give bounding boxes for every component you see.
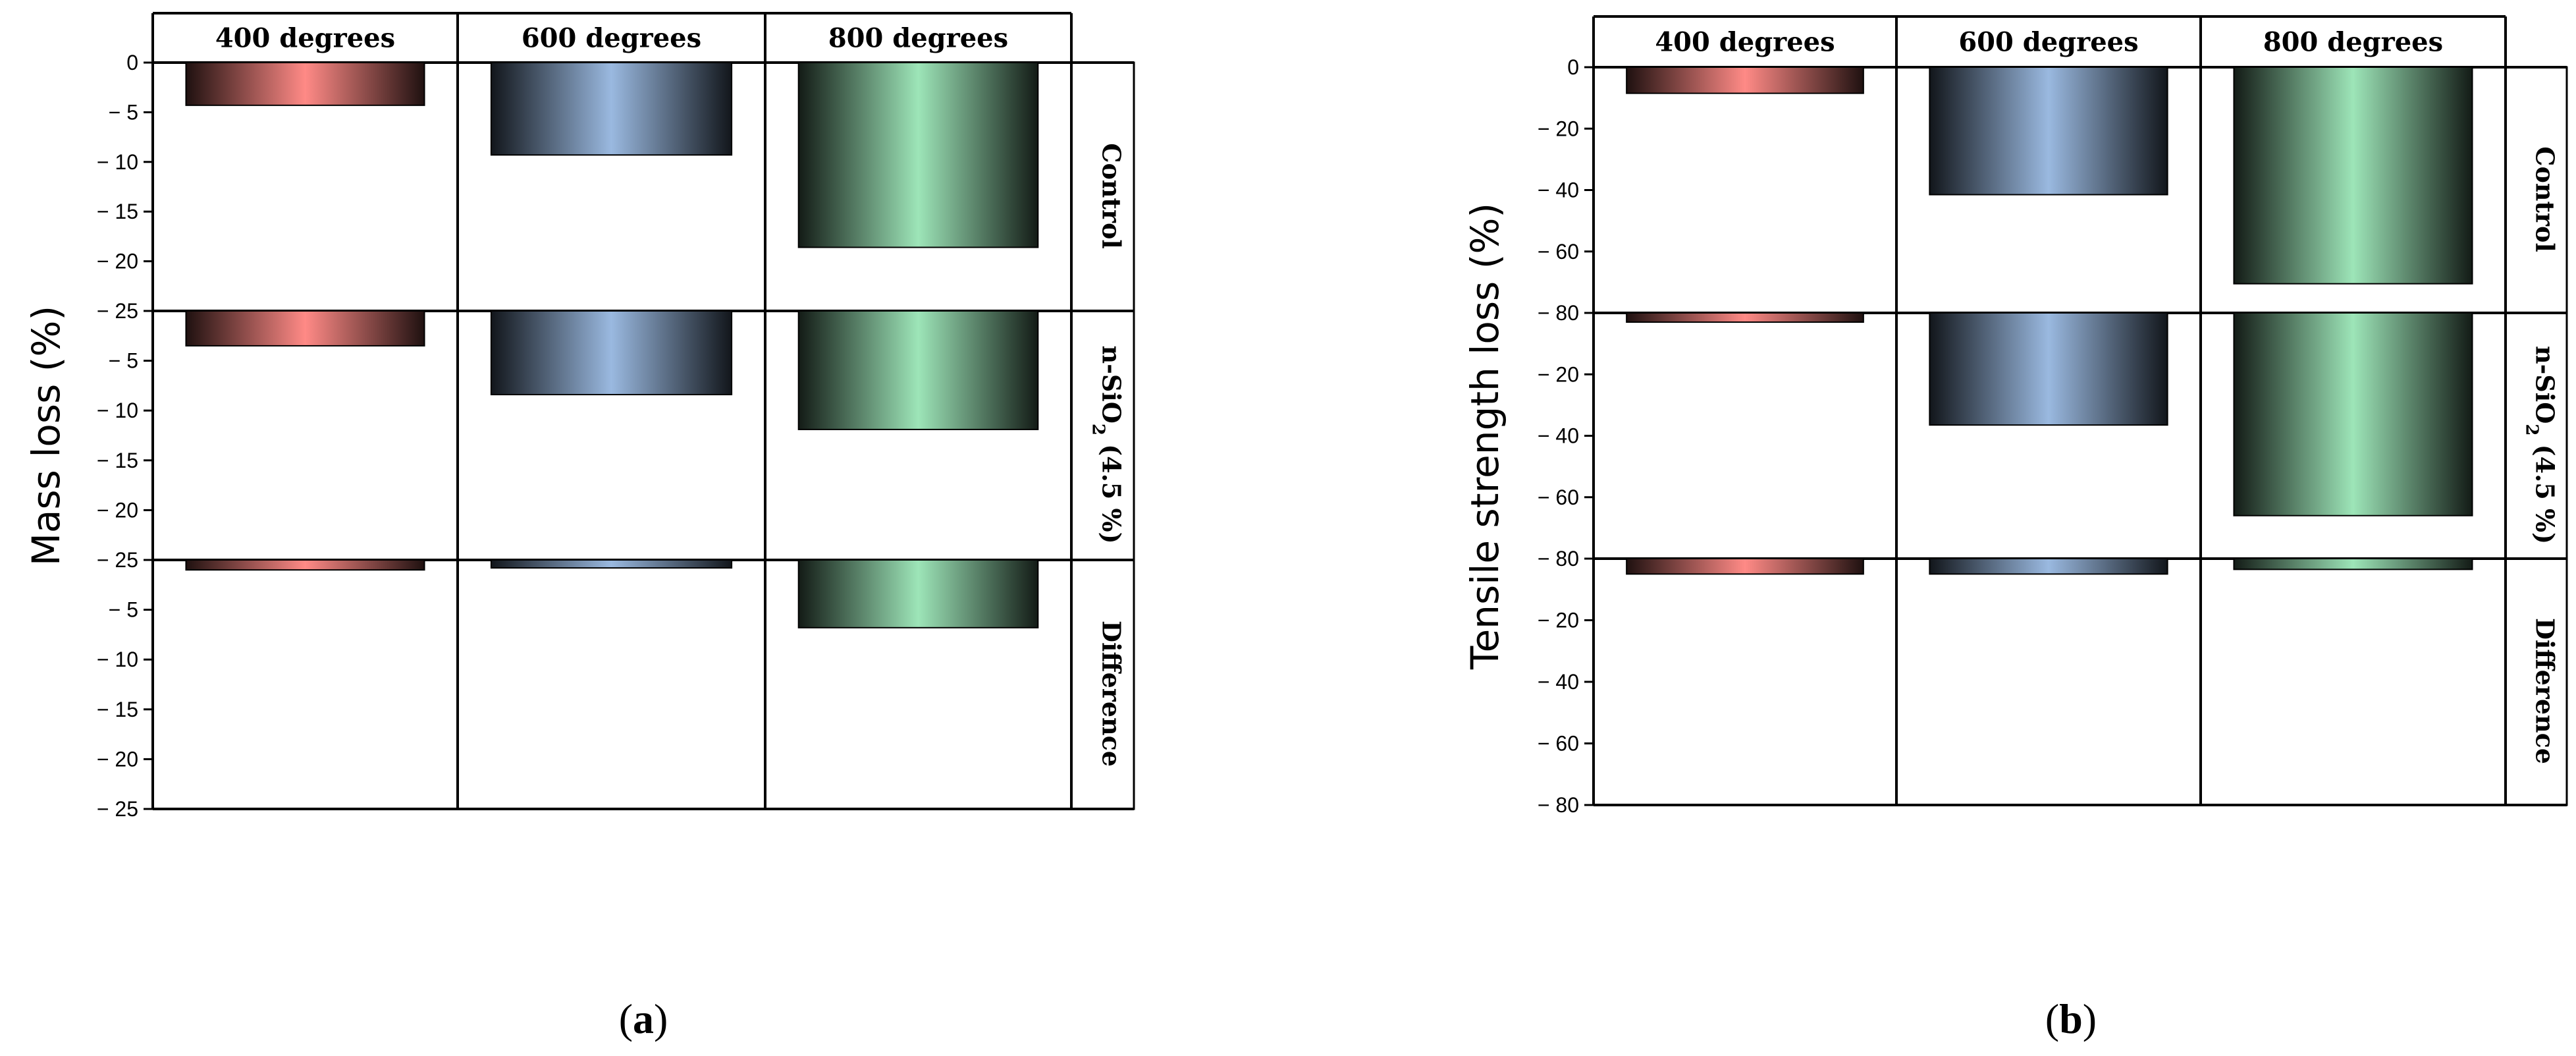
- y-tick-label: 0: [126, 51, 138, 74]
- y-tick-label: − 5: [109, 100, 138, 124]
- row-label: n-SiO2 (4.5 %): [1088, 345, 1127, 543]
- y-tick-label: − 20: [97, 498, 138, 522]
- y-tick-label: − 25: [97, 797, 138, 821]
- column-header: 800 degrees: [2263, 27, 2443, 58]
- y-tick-label: − 80: [1538, 793, 1579, 817]
- caption-open: (: [2045, 995, 2059, 1042]
- y-tick-label: − 20: [97, 250, 138, 273]
- y-tick-label: − 10: [97, 399, 138, 422]
- row-label-subscript: 2: [2522, 424, 2542, 435]
- row-label-main: Difference: [1097, 621, 1127, 767]
- bar-n-sio2-4-5--3: [797, 310, 1039, 430]
- y-tick-label: − 40: [1538, 179, 1579, 202]
- row-label-tail: (4.5 %): [2531, 435, 2560, 544]
- column-header: 800 degrees: [828, 23, 1008, 54]
- bar-difference-3: [797, 559, 1039, 628]
- bar-n-sio2-4-5--1: [1626, 312, 1864, 323]
- y-tick-label: − 20: [97, 747, 138, 771]
- caption-close: ): [2083, 995, 2097, 1042]
- caption-open: (: [619, 995, 633, 1042]
- y-tick-label: − 15: [97, 200, 138, 223]
- bar-control-2: [1929, 67, 2168, 196]
- y-axis-label: Mass loss (%): [24, 306, 68, 566]
- row-label: Difference: [2531, 618, 2560, 764]
- row-label-main: Control: [1097, 143, 1127, 249]
- y-tick-label: − 40: [1538, 424, 1579, 448]
- y-tick-label: − 20: [1538, 609, 1579, 632]
- row-label-main: n-SiO: [2531, 346, 2560, 424]
- caption-letter: b: [2059, 995, 2083, 1042]
- row-label: Control: [2531, 146, 2560, 252]
- y-tick-label: − 5: [109, 598, 138, 622]
- panel-caption: (a): [619, 995, 668, 1042]
- y-axis-label: Tensile strength loss (%): [1462, 203, 1507, 670]
- bar-difference-1: [1626, 558, 1864, 575]
- bar-difference-1: [185, 559, 425, 571]
- row-label-subscript: 2: [1088, 424, 1108, 435]
- y-tick-label: − 40: [1538, 670, 1579, 694]
- row-label-tail: (4.5 %): [1097, 435, 1127, 544]
- panel-a-mass-loss: 400 degrees 600 degrees 800 degrees 0 − 5 − 1…: [24, 12, 1135, 1042]
- column-header: 600 degrees: [1958, 27, 2138, 58]
- bar-n-sio2-4-5--2: [490, 310, 733, 396]
- panel-caption: (b): [2045, 995, 2097, 1042]
- column-header: 400 degrees: [1655, 27, 1835, 58]
- bar-difference-3: [2233, 558, 2473, 570]
- bar-control-3: [797, 62, 1039, 248]
- caption-letter: a: [633, 995, 654, 1042]
- row-label: Difference: [1097, 621, 1127, 767]
- y-tick-label: − 25: [97, 548, 138, 572]
- y-tick-label: − 60: [1538, 240, 1579, 264]
- column-header: 600 degrees: [522, 23, 701, 54]
- y-tick-label: − 60: [1538, 732, 1579, 756]
- y-tick-label: − 10: [97, 648, 138, 671]
- caption-close: ): [654, 995, 668, 1042]
- row-label-main: Difference: [2531, 618, 2560, 764]
- y-tick-label: − 10: [97, 150, 138, 174]
- y-tick-label: − 15: [97, 449, 138, 472]
- y-tick-label: − 20: [1538, 117, 1579, 140]
- row-label-main: Control: [2531, 146, 2560, 252]
- bar-n-sio2-4-5--1: [185, 310, 425, 347]
- row-label-main: n-SiO: [1097, 345, 1127, 423]
- bar-control-3: [2233, 67, 2473, 285]
- y-tick-label: − 60: [1538, 486, 1579, 509]
- bar-difference-2: [490, 559, 733, 569]
- bar-control-1: [185, 62, 425, 106]
- bar-n-sio2-4-5--2: [1929, 312, 2168, 426]
- y-tick-label: 0: [1567, 55, 1579, 79]
- bar-control-1: [1626, 67, 1864, 94]
- column-header: 400 degrees: [215, 23, 395, 54]
- y-tick-label: − 15: [97, 698, 138, 721]
- y-tick-label: − 25: [97, 299, 138, 323]
- bar-difference-2: [1929, 558, 2168, 575]
- panel-b-tensile-strength-loss: 400 degrees 600 degrees 800 degrees 0 − 20 − …: [1462, 15, 2568, 1042]
- row-label: n-SiO2 (4.5 %): [2522, 346, 2560, 544]
- bar-control-2: [490, 62, 733, 156]
- row-label: Control: [1097, 143, 1127, 249]
- y-tick-label: − 80: [1538, 301, 1579, 325]
- bar-n-sio2-4-5--3: [2233, 312, 2473, 516]
- y-tick-label: − 20: [1538, 362, 1579, 386]
- y-tick-label: − 80: [1538, 547, 1579, 570]
- y-tick-label: − 5: [109, 349, 138, 373]
